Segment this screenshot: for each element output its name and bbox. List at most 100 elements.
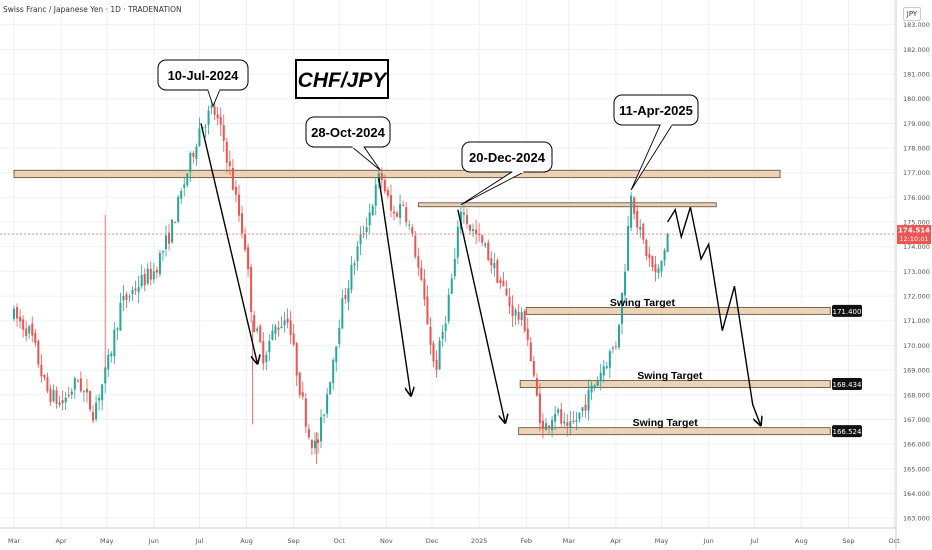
candle-body bbox=[116, 328, 119, 330]
candle-body bbox=[25, 328, 28, 337]
candle-body bbox=[34, 332, 37, 344]
resistance-zone bbox=[13, 169, 781, 179]
candle-body bbox=[128, 296, 131, 298]
symbol-header: Swiss Franc / Japanese Yen · 1D · TRADEN… bbox=[3, 5, 182, 14]
candle-body bbox=[165, 235, 167, 250]
candle-body bbox=[13, 308, 15, 319]
x-tick-label: Feb bbox=[520, 537, 532, 545]
candle-body bbox=[298, 372, 301, 396]
candle-body bbox=[304, 398, 307, 427]
candle-body bbox=[584, 404, 587, 411]
candle-body bbox=[380, 173, 383, 181]
candle-body bbox=[399, 204, 402, 218]
price-tag-label: 171.400 bbox=[833, 308, 862, 316]
candle-body bbox=[228, 161, 231, 167]
candle-body bbox=[423, 279, 426, 300]
candle-body bbox=[37, 340, 40, 365]
currency-badge[interactable]: JPY bbox=[903, 7, 921, 21]
candle-body bbox=[605, 366, 608, 369]
candle-body bbox=[268, 340, 271, 353]
candle-body bbox=[177, 197, 180, 222]
y-tick-label: 183.000 bbox=[903, 21, 930, 29]
candle-body bbox=[499, 279, 502, 283]
y-tick-label: 163.000 bbox=[903, 515, 930, 523]
candle-body bbox=[67, 394, 70, 396]
candle-body bbox=[511, 305, 514, 317]
candle-body bbox=[578, 412, 581, 420]
candle-body bbox=[502, 280, 505, 287]
candle-body bbox=[70, 391, 73, 395]
candle-body bbox=[432, 343, 435, 362]
candle-body bbox=[231, 167, 234, 190]
candle-body bbox=[186, 173, 189, 186]
x-tick-label: Dec bbox=[426, 537, 439, 545]
candle-body bbox=[417, 256, 420, 268]
candle-body bbox=[484, 243, 487, 246]
trend-arrow bbox=[378, 177, 411, 395]
candle-body bbox=[347, 288, 350, 302]
y-tick-label: 173.000 bbox=[903, 268, 930, 276]
candle-body bbox=[642, 224, 645, 240]
candle-body bbox=[131, 290, 134, 295]
candle-body bbox=[426, 296, 429, 325]
candle-body bbox=[535, 378, 538, 396]
candle-body bbox=[441, 331, 444, 340]
candle-body bbox=[368, 212, 371, 226]
x-tick-label: Nov bbox=[380, 537, 393, 545]
candle-body bbox=[569, 421, 572, 428]
candle-body bbox=[581, 407, 584, 411]
candle-body bbox=[420, 267, 423, 280]
y-tick-label: 176.000 bbox=[903, 194, 930, 202]
candle-body bbox=[493, 263, 496, 269]
candle-body bbox=[541, 420, 544, 429]
candle-body bbox=[651, 255, 654, 268]
y-tick-label: 175.000 bbox=[903, 219, 930, 227]
price-tag-label: 166.524 bbox=[833, 428, 862, 436]
candle-body bbox=[89, 390, 91, 410]
candle-body bbox=[593, 385, 596, 388]
candle-body bbox=[472, 229, 475, 232]
candle-body bbox=[487, 242, 490, 260]
candle-body bbox=[119, 302, 122, 331]
candle-body bbox=[344, 295, 347, 299]
candle-body bbox=[329, 382, 332, 395]
candle-body bbox=[161, 251, 164, 253]
candle-body bbox=[192, 152, 195, 157]
candle-body bbox=[508, 296, 511, 307]
candle-body bbox=[244, 234, 247, 250]
candle-body bbox=[435, 359, 438, 370]
current-price-label: 174.514 bbox=[898, 227, 930, 235]
candle-body bbox=[317, 439, 319, 443]
candle-body bbox=[286, 318, 289, 323]
candle-body bbox=[274, 326, 277, 334]
candle-body bbox=[43, 374, 46, 378]
candle-body bbox=[505, 288, 508, 296]
candle-body bbox=[110, 353, 113, 357]
candle-body bbox=[222, 125, 225, 141]
candle-body bbox=[73, 377, 76, 390]
candle-body bbox=[155, 269, 158, 273]
x-tick-label: May bbox=[655, 537, 669, 545]
candle-body bbox=[289, 320, 292, 335]
candle-body bbox=[22, 319, 25, 330]
candle-body bbox=[241, 213, 243, 234]
x-tick-label: Mar bbox=[8, 537, 21, 545]
candles bbox=[13, 98, 669, 464]
x-tick-label: Jul bbox=[749, 537, 758, 545]
candle-body bbox=[438, 340, 441, 370]
candle-body bbox=[636, 210, 639, 228]
price-tag-bg bbox=[832, 378, 862, 391]
candle-body bbox=[590, 385, 593, 393]
candle-body bbox=[365, 227, 368, 233]
candle-body bbox=[538, 393, 541, 424]
candle-body bbox=[389, 195, 392, 211]
candle-body bbox=[143, 273, 146, 286]
candle-body bbox=[475, 229, 478, 234]
candle-body bbox=[28, 326, 31, 334]
candle-body bbox=[602, 366, 605, 376]
candle-body bbox=[341, 298, 344, 329]
y-tick-label: 171.000 bbox=[903, 317, 930, 325]
candle-body bbox=[256, 328, 259, 331]
